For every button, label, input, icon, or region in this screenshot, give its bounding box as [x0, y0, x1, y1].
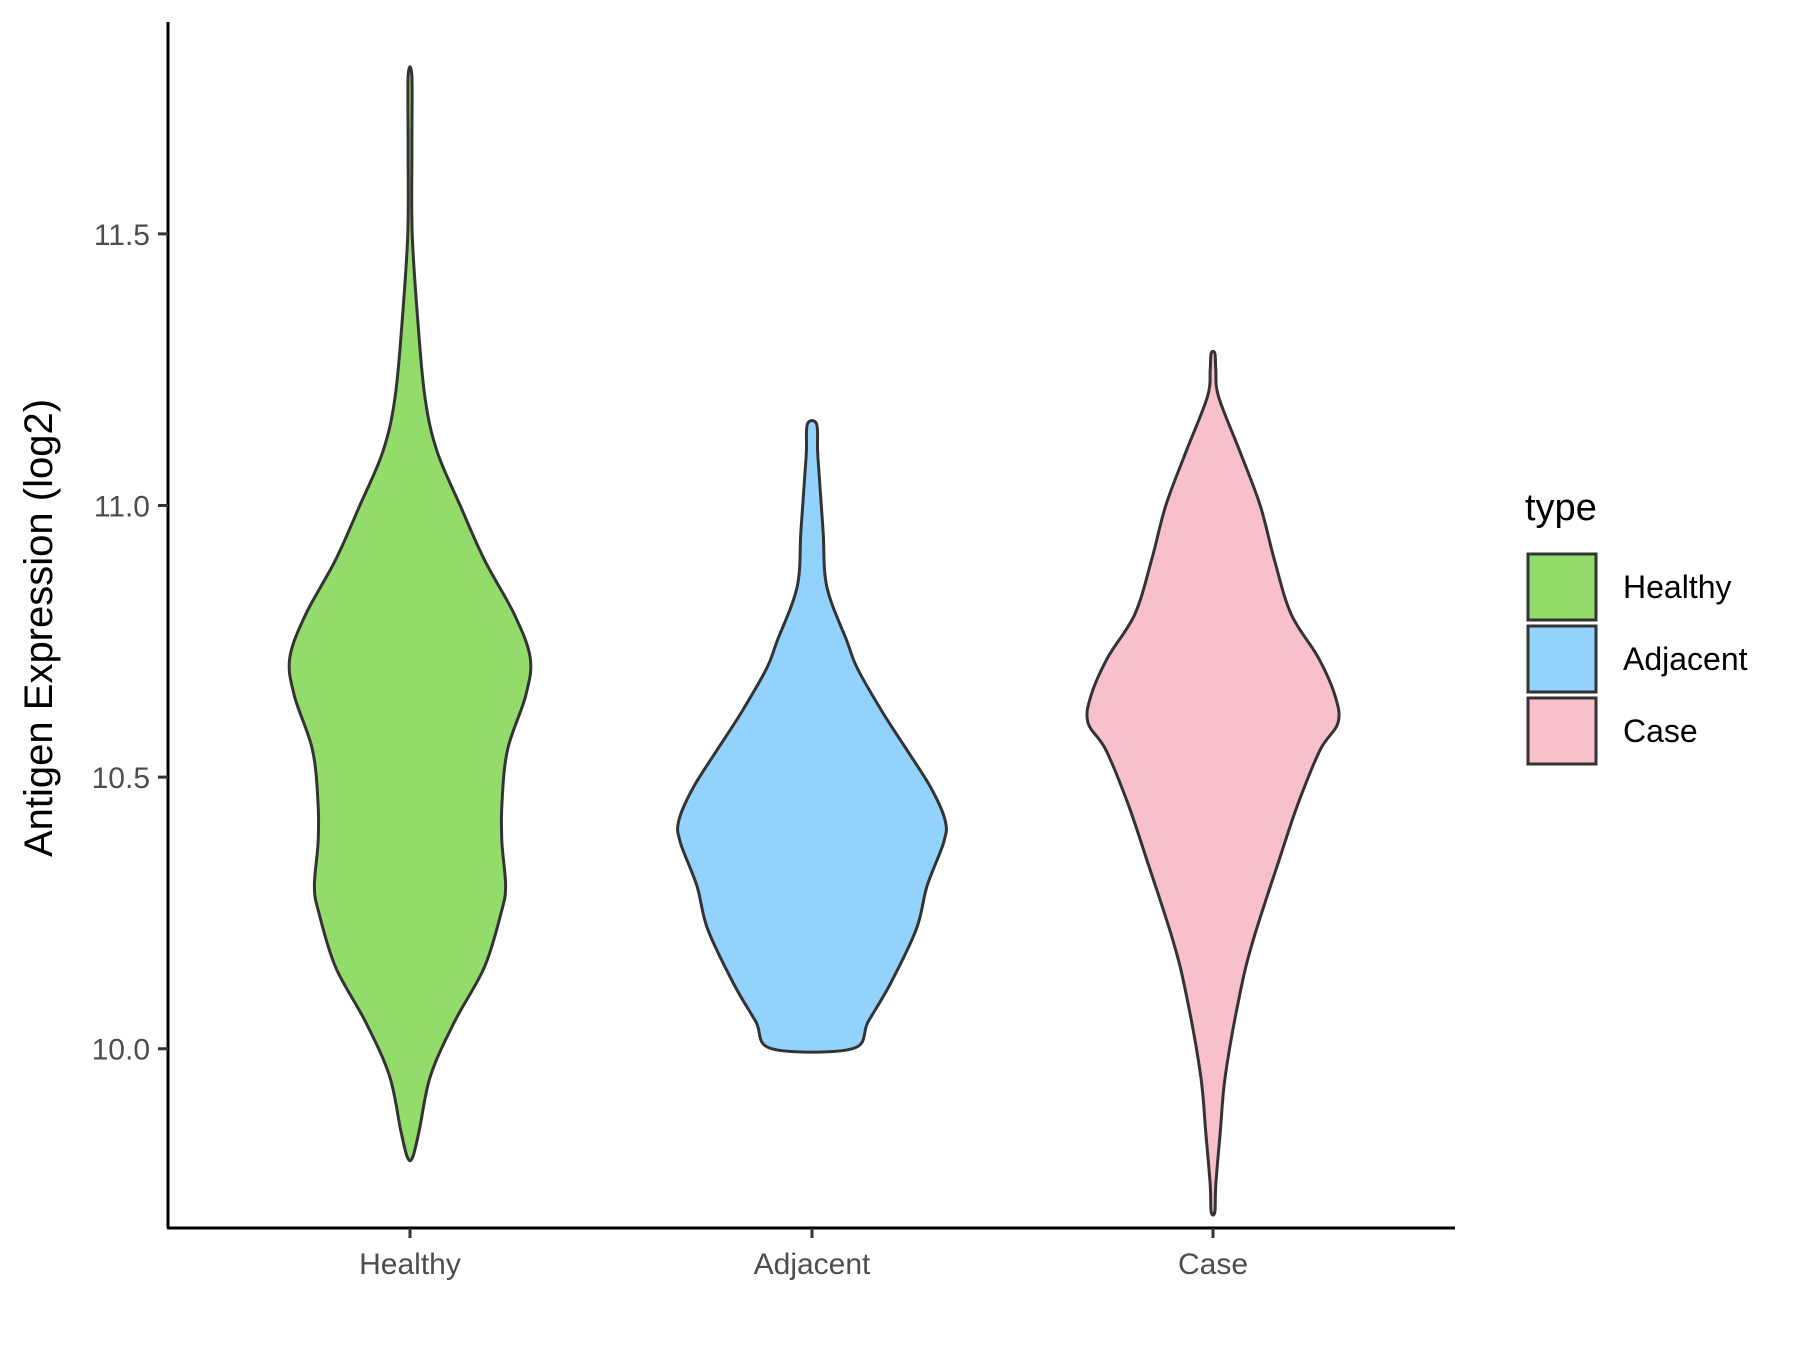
- y-tick-label: 10.0: [92, 1034, 150, 1067]
- violin-case: [1085, 349, 1341, 1217]
- y-tick-label: 10.5: [92, 762, 150, 795]
- legend-swatch-case: [1526, 696, 1598, 766]
- legend-swatch-adjacent: [1526, 624, 1598, 694]
- y-tick-label: 11.5: [94, 219, 150, 252]
- x-tick-label: Healthy: [359, 1248, 461, 1281]
- x-tick-layer: Healthy Adjacent Case: [359, 1228, 1248, 1281]
- legend-title: type: [1525, 487, 1597, 529]
- legend-entries: Healthy Adjacent Case: [1526, 552, 1748, 766]
- violin-adjacent: [676, 419, 948, 1054]
- legend: type Healthy Adjacent Case: [1525, 487, 1748, 766]
- legend-swatch-healthy: [1526, 552, 1598, 622]
- x-tick-label: Adjacent: [754, 1248, 871, 1281]
- violin-healthy: [287, 65, 533, 1163]
- legend-label: Healthy: [1623, 569, 1732, 605]
- y-tick-layer: 10.0 10.5 11.0 11.5: [92, 219, 168, 1067]
- violin-layer: [287, 65, 1341, 1217]
- legend-label: Case: [1623, 713, 1698, 749]
- x-tick-label: Case: [1178, 1248, 1248, 1281]
- y-tick-label: 11.0: [94, 490, 150, 523]
- y-axis-title: Antigen Expression (log2): [17, 399, 61, 857]
- legend-label: Adjacent: [1623, 641, 1748, 677]
